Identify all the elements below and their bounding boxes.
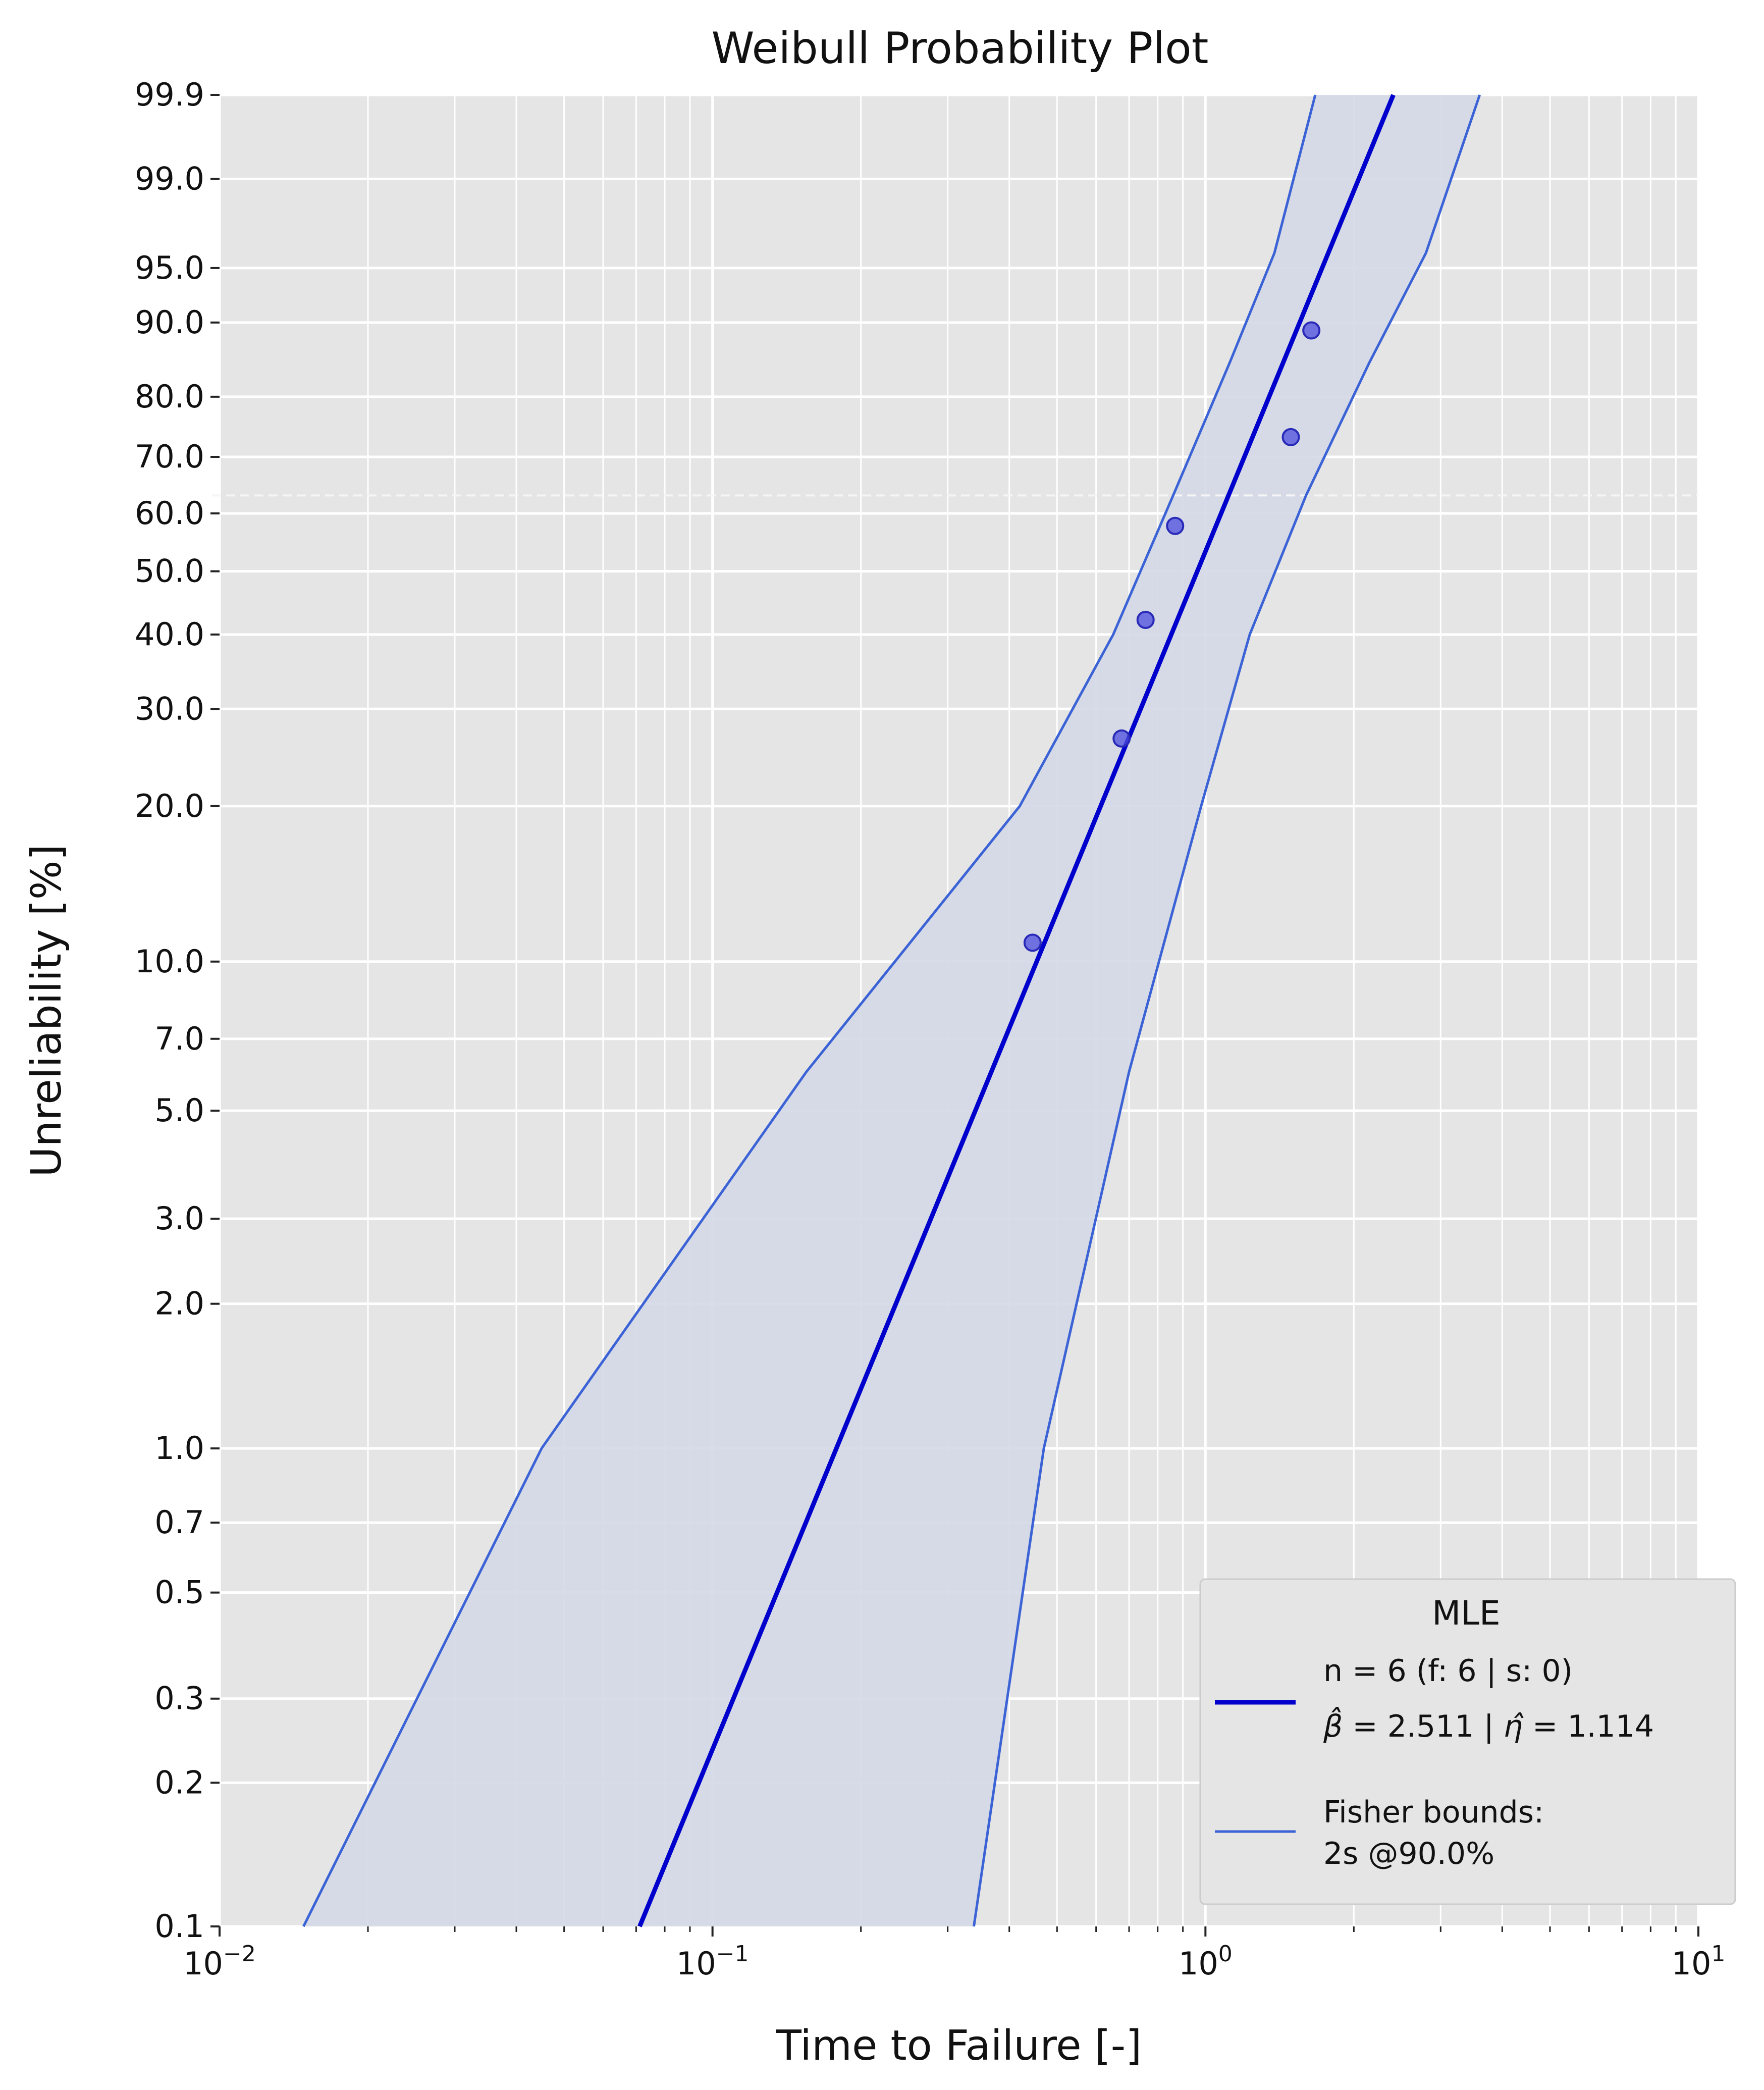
- y-tick-label: 40.0: [135, 616, 204, 653]
- confidence-band: [303, 95, 1480, 1926]
- y-tick-label: 99.9: [135, 76, 204, 113]
- y-tick-label: 3.0: [154, 1200, 204, 1237]
- y-axis-label: Unreliability [%]: [23, 844, 71, 1177]
- weibull-fit-line: [637, 94, 1396, 1927]
- y-tick-label: 2.0: [154, 1285, 204, 1322]
- y-tick-label: 0.7: [154, 1504, 204, 1541]
- lower-fisher-bound: [973, 94, 1481, 1927]
- legend-fit-parameters: β̂ = 2.511 | η̂ = 1.114: [1323, 1707, 1654, 1744]
- x-axis-label: Time to Failure [-]: [776, 2022, 1142, 2070]
- x-tick-label: 100: [1179, 1941, 1233, 1982]
- y-axis-ticks: 0.1 0.2 0.3 0.5 0.7 1.0 2.0 3.0 5.0 7.0 10.0 20.0 30…: [135, 76, 220, 1945]
- x-tick-label: 101: [1672, 1941, 1726, 1982]
- failure-point: [1023, 933, 1042, 952]
- x-axis-ticks: 10−2 10−1 100 101: [183, 1926, 1725, 1982]
- y-tick-label: 95.0: [135, 249, 204, 286]
- upper-fisher-bound: [302, 94, 1317, 1927]
- x-tick-label: 10−2: [183, 1941, 256, 1982]
- y-tick-label: 10.0: [135, 943, 204, 980]
- legend-bounds-label: Fisher bounds:: [1323, 1795, 1544, 1830]
- y-tick-label: 50.0: [135, 553, 204, 590]
- y-tick-label: 1.0: [154, 1430, 204, 1467]
- legend: MLE n = 6 (f: 6 | s: 0) β̂ = 2.511 | η̂ …: [1199, 1578, 1736, 1905]
- chart-title: Weibull Probability Plot: [711, 23, 1208, 74]
- y-tick-label: 90.0: [135, 304, 204, 341]
- y-tick-label: 60.0: [135, 495, 204, 532]
- y-tick-label: 70.0: [135, 438, 204, 475]
- y-tick-label: 0.1: [154, 1908, 204, 1945]
- y-tick-label: 7.0: [154, 1020, 204, 1057]
- y-tick-label: 0.3: [154, 1680, 204, 1717]
- y-tick-label: 30.0: [135, 690, 204, 727]
- failure-point: [1166, 516, 1185, 535]
- y-tick-label: 0.2: [154, 1764, 204, 1801]
- failure-point: [1112, 729, 1131, 748]
- failure-point: [1136, 610, 1155, 629]
- failure-point: [1302, 321, 1321, 340]
- legend-box: [1199, 1578, 1736, 1905]
- y-tick-label: 5.0: [154, 1092, 204, 1129]
- y-tick-label: 20.0: [135, 788, 204, 824]
- y-tick-label: 80.0: [135, 378, 204, 415]
- legend-fit-sample-size: n = 6 (f: 6 | s: 0): [1323, 1653, 1573, 1689]
- legend-bounds-confidence: 2s @90.0%: [1323, 1836, 1494, 1871]
- failure-points: [1023, 321, 1321, 952]
- failure-point: [1281, 428, 1300, 446]
- x-tick-label: 10−1: [676, 1941, 749, 1982]
- legend-eta-value: 1.114: [1567, 1709, 1654, 1744]
- legend-title: MLE: [1432, 1594, 1500, 1633]
- legend-beta-value: 2.511: [1387, 1709, 1474, 1744]
- y-tick-label: 0.5: [154, 1574, 204, 1611]
- y-tick-label: 99.0: [135, 160, 204, 197]
